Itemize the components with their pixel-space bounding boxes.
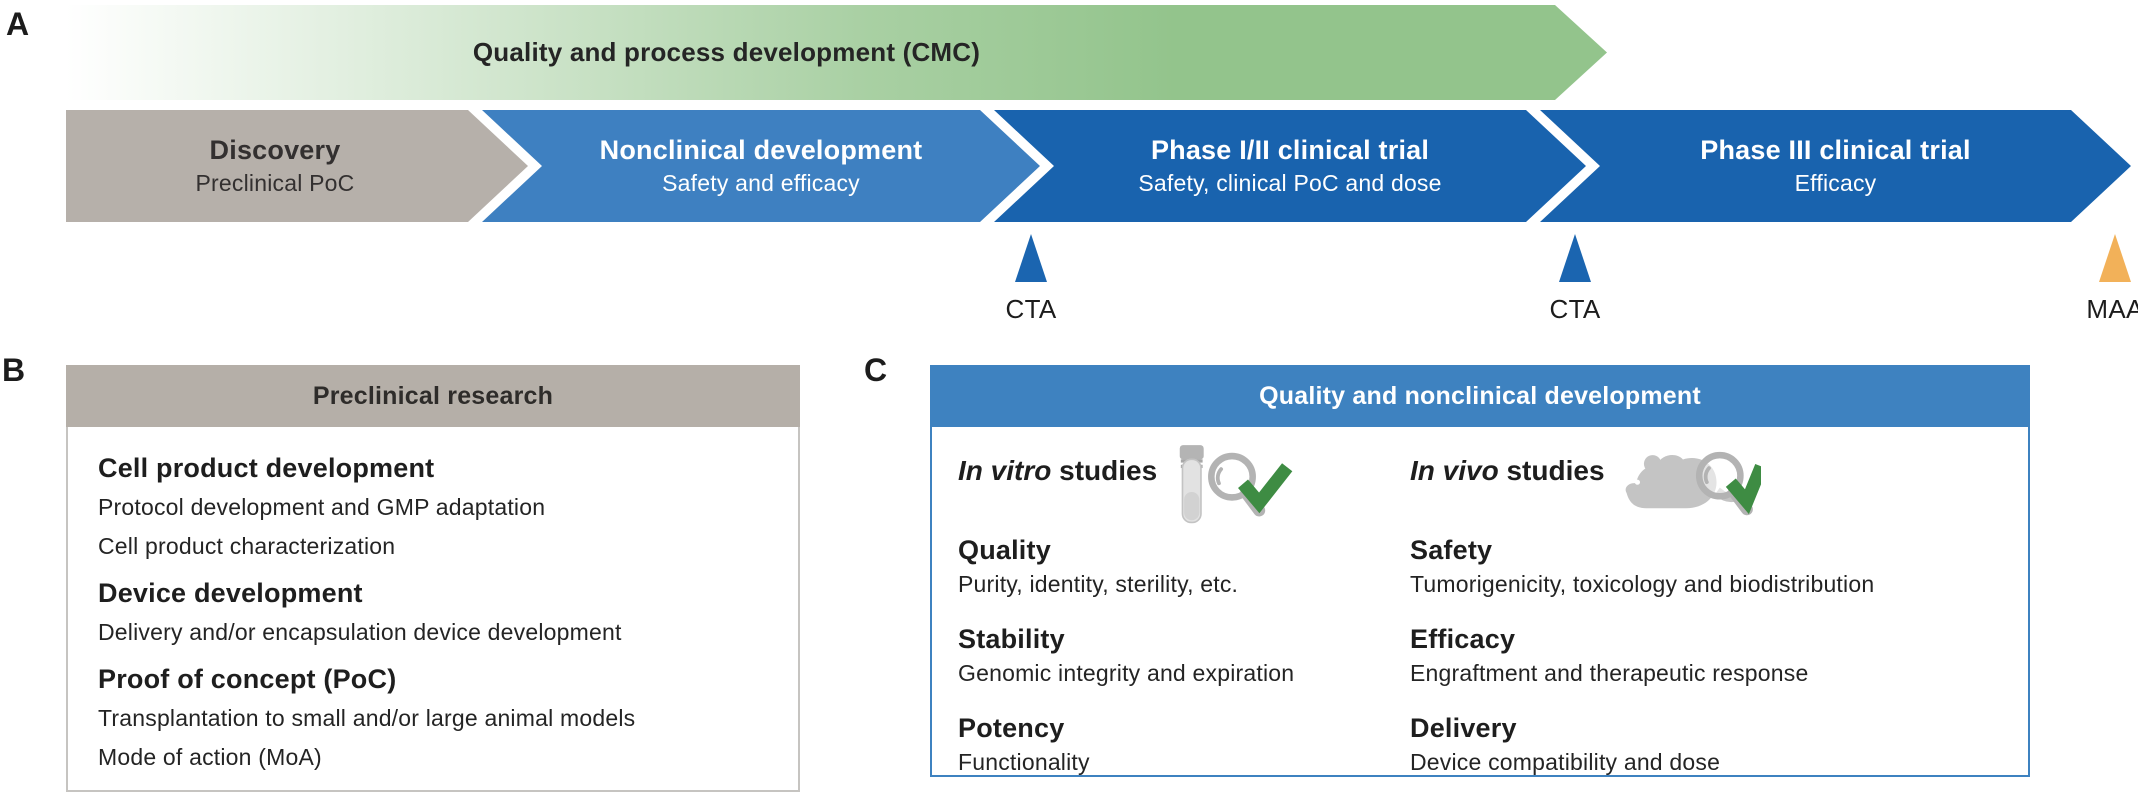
- cmc-process-arrow: Quality and process development (CMC): [66, 5, 1607, 100]
- delivery-section: Delivery Device compatibility and dose: [1410, 713, 2018, 778]
- cta-marker-triangle-icon: [1015, 234, 1047, 282]
- test-tube-magnifier-check-icon: [1179, 445, 1293, 524]
- in-vitro-heading-italic: In vitro: [958, 455, 1052, 486]
- in-vivo-heading-italic: In vivo: [1410, 455, 1499, 486]
- section-heading: Delivery: [1410, 712, 1517, 743]
- section-heading: Proof of concept (PoC): [98, 664, 397, 695]
- milestone-maa-label: MAA: [2086, 294, 2138, 324]
- milestone-cta-2-label: CTA: [1549, 294, 1601, 324]
- phase-3-clinical-trial: Phase III clinical trial Efficacy: [1540, 110, 2131, 222]
- efficacy-section: Efficacy Engraftment and therapeutic res…: [1410, 624, 2018, 689]
- in-vivo-heading-row: In vivo studies: [1410, 443, 2018, 535]
- section-heading: Device development: [98, 578, 363, 609]
- section-line: Engraftment and therapeutic response: [1410, 659, 1809, 686]
- section-line: Functionality: [958, 748, 1090, 775]
- phase-1-2-title: Phase I/II clinical trial: [1150, 135, 1430, 165]
- section-line: Purity, identity, sterility, etc.: [958, 571, 1239, 597]
- in-vivo-heading-rest: studies: [1498, 455, 1605, 486]
- milestone-cta-1-label: CTA: [1005, 294, 1057, 324]
- phase-1-2-subtitle: Safety, clinical PoC and dose: [1138, 170, 1442, 196]
- in-vitro-heading: In vitro studies: [958, 443, 1157, 487]
- section-heading: Cell product development: [98, 453, 435, 483]
- preclinical-research-header: Preclinical research: [66, 365, 800, 427]
- section-line: Mode of action (MoA): [98, 744, 322, 771]
- panel-b-label: B: [2, 352, 26, 388]
- phase-nonclinical-title: Nonclinical development: [599, 135, 923, 165]
- quality-nonclinical-body: In vitro studies: [932, 427, 2028, 798]
- quality-nonclinical-header: Quality and nonclinical development: [930, 365, 2030, 427]
- quality-nonclinical-panel: Quality and nonclinical development In v…: [930, 365, 2030, 777]
- panel-c-label: C: [864, 352, 888, 388]
- section-heading: Potency: [958, 712, 1065, 743]
- section-line: Transplantation to small and/or large an…: [98, 705, 636, 732]
- in-vitro-heading-row: In vitro studies: [958, 443, 1410, 535]
- section-heading: Quality: [958, 535, 1051, 565]
- safety-section: Safety Tumorigenicity, toxicology and bi…: [1410, 535, 2018, 600]
- potency-section: Potency Functionality: [958, 713, 1410, 778]
- section-heading: Stability: [958, 623, 1065, 654]
- section-heading: Safety: [1410, 535, 1493, 565]
- phase-1-2-clinical-trial: Phase I/II clinical trial Safety, clinic…: [994, 110, 1586, 222]
- in-vitro-column: In vitro studies: [958, 443, 1410, 798]
- milestone-cta-1: CTA: [971, 234, 1091, 325]
- preclinical-research-panel: Preclinical research Cell product develo…: [66, 365, 800, 792]
- phase-nonclinical-subtitle: Safety and efficacy: [662, 170, 860, 196]
- maa-marker-triangle-icon: [2099, 234, 2131, 282]
- cmc-arrow-label: Quality and process development (CMC): [472, 37, 981, 67]
- section-line: Delivery and/or encapsulation device dev…: [98, 619, 622, 646]
- preclinical-research-body: Cell product development Protocol develo…: [68, 427, 798, 773]
- phase-nonclinical-development: Nonclinical development Safety and effic…: [482, 110, 1040, 222]
- section-line: Genomic integrity and expiration: [958, 659, 1295, 686]
- section-line: Tumorigenicity, toxicology and biodistri…: [1410, 571, 1875, 597]
- milestone-cta-2: CTA: [1515, 234, 1635, 325]
- phase-discovery-subtitle: Preclinical PoC: [195, 170, 355, 196]
- panel-a-label: A: [6, 6, 30, 42]
- in-vitro-heading-rest: studies: [1051, 455, 1158, 486]
- cta-marker-triangle-icon: [1559, 234, 1591, 282]
- quality-section: Quality Purity, identity, sterility, etc…: [958, 535, 1410, 600]
- phase-discovery-title: Discovery: [209, 135, 341, 165]
- milestone-maa: MAA: [2055, 234, 2138, 325]
- phase-discovery: Discovery Preclinical PoC: [66, 110, 528, 222]
- in-vivo-heading: In vivo studies: [1410, 443, 1605, 487]
- section-line: Cell product characterization: [98, 533, 396, 560]
- phase-3-title: Phase III clinical trial: [1700, 135, 1971, 165]
- section-line: Protocol development and GMP adaptation: [98, 494, 546, 520]
- in-vivo-column: In vivo studies: [1410, 443, 2018, 798]
- phase-3-subtitle: Efficacy: [1794, 170, 1877, 196]
- mouse-magnifier-check-icon: [1625, 451, 1761, 516]
- stability-section: Stability Genomic integrity and expirati…: [958, 624, 1410, 689]
- section-heading: Efficacy: [1410, 623, 1516, 654]
- section-line: Device compatibility and dose: [1410, 748, 1721, 775]
